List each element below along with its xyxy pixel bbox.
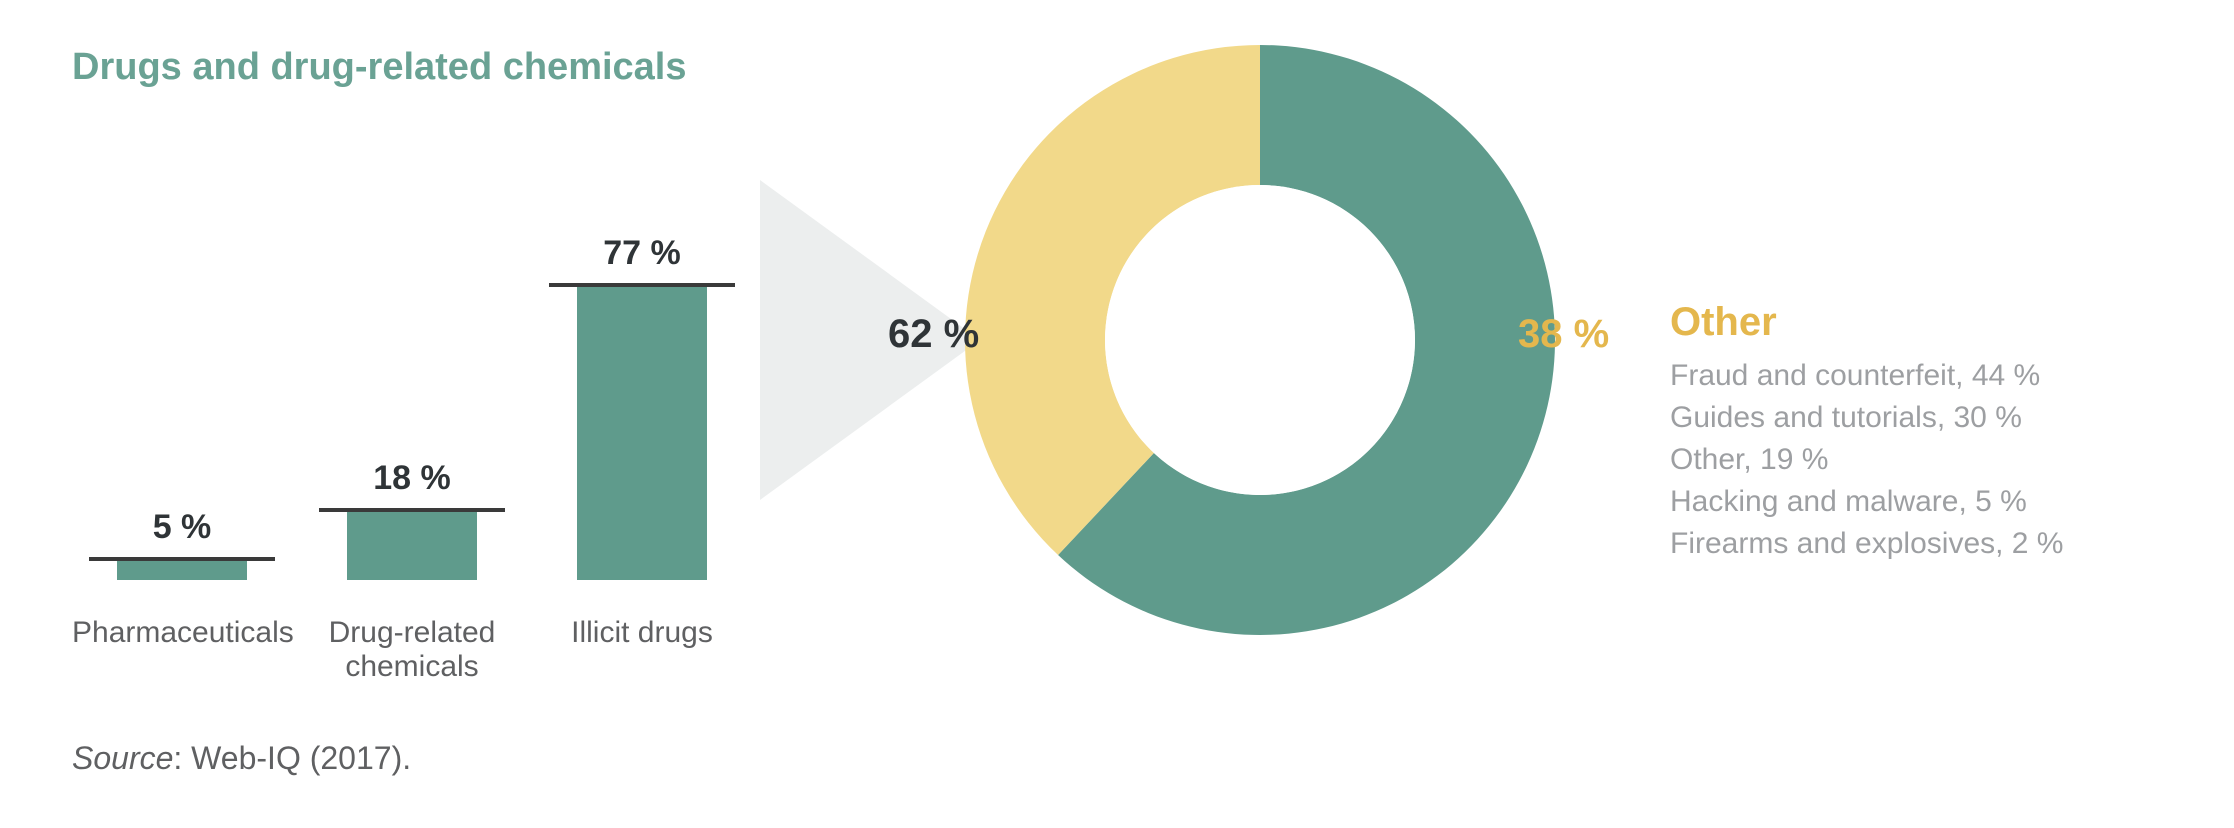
bar-value: 5 % bbox=[153, 508, 212, 547]
donut-hole bbox=[1105, 185, 1415, 495]
donut-pct-drugs: 62 % bbox=[888, 312, 979, 357]
bar-value: 18 % bbox=[373, 459, 451, 498]
donut-chart bbox=[965, 45, 1555, 635]
source-rest: : Web-IQ (2017). bbox=[173, 740, 411, 776]
bar-value: 77 % bbox=[603, 234, 681, 273]
other-line-3: Hacking and malware, 5 % bbox=[1670, 485, 2064, 519]
bar-label: Illicit drugs bbox=[532, 598, 752, 650]
donut-pct-other: 38 % bbox=[1518, 312, 1609, 357]
bar-col-0: 5 %Pharmaceuticals bbox=[72, 508, 292, 580]
other-line-4: Firearms and explosives, 2 % bbox=[1670, 527, 2064, 561]
bar-rect bbox=[347, 512, 477, 580]
chart-title: Drugs and drug-related chemicals bbox=[72, 46, 687, 89]
bar-col-2: 77 %Illicit drugs bbox=[532, 234, 752, 580]
source-label: Source bbox=[72, 740, 173, 776]
bar-chart: 5 %Pharmaceuticals18 %Drug-related chemi… bbox=[72, 160, 752, 630]
bar-label: Drug-related chemicals bbox=[302, 598, 522, 684]
bar-label: Pharmaceuticals bbox=[72, 598, 292, 650]
bar-rect bbox=[117, 561, 247, 580]
bar-rect bbox=[577, 287, 707, 580]
other-line-0: Fraud and counterfeit, 44 % bbox=[1670, 359, 2064, 393]
other-title: Other bbox=[1670, 300, 2064, 345]
source-line: Source: Web-IQ (2017). bbox=[72, 740, 411, 777]
other-breakdown: Other Fraud and counterfeit, 44 % Guides … bbox=[1670, 300, 2064, 561]
other-line-2: Other, 19 % bbox=[1670, 443, 2064, 477]
other-line-1: Guides and tutorials, 30 % bbox=[1670, 401, 2064, 435]
bar-col-1: 18 %Drug-related chemicals bbox=[302, 459, 522, 580]
